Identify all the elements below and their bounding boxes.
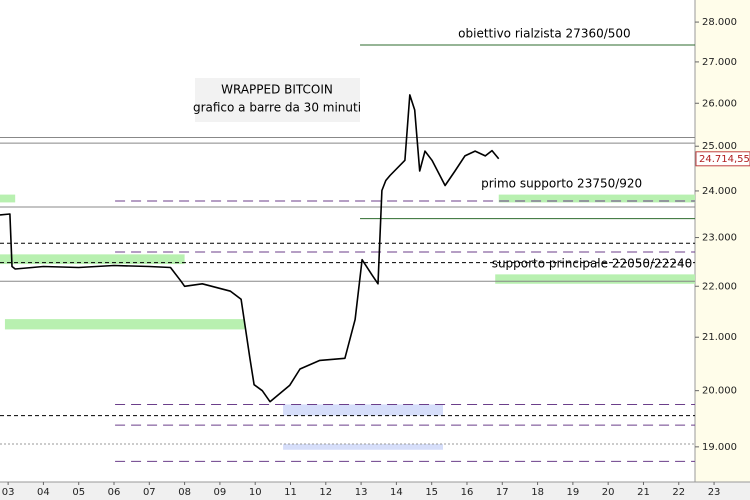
y-axis-panel [695, 0, 750, 500]
x-tick-label: 08 [178, 487, 191, 498]
x-tick-label: 22 [672, 487, 685, 498]
x-tick-label: 05 [72, 487, 85, 498]
chart-title: WRAPPED BITCOIN [221, 83, 333, 97]
y-tick-label: 22.000 [702, 281, 737, 292]
x-tick-label: 06 [108, 487, 121, 498]
x-tick-label: 19 [567, 487, 580, 498]
x-tick-label: 07 [143, 487, 156, 498]
annotation: supporto principale 22050/22240 [492, 257, 693, 271]
levels [0, 44, 695, 462]
x-tick-label: 04 [37, 487, 50, 498]
x-tick-label: 21 [637, 487, 650, 498]
title-box [195, 78, 360, 122]
plot: obiettivo rialzista 27360/500 primo suppo… [0, 26, 693, 403]
price-line [0, 94, 500, 403]
y-tick-label: 26.000 [702, 98, 737, 109]
x-tick-label: 14 [390, 487, 403, 498]
zone [495, 274, 695, 284]
y-tick-label: 27.000 [702, 57, 737, 68]
x-axis-panel [0, 482, 750, 500]
x-tick-label: 15 [425, 487, 438, 498]
annotation: obiettivo rialzista 27360/500 [458, 26, 631, 40]
x-tick-label: 09 [214, 487, 227, 498]
last-price-box [695, 151, 750, 167]
y-tick-label: 23.000 [702, 233, 737, 244]
x-tick-label: 11 [284, 487, 297, 498]
y-tick-label: 19.000 [702, 442, 737, 453]
x-tick-label: 13 [355, 487, 368, 498]
x-tick-label: 16 [461, 487, 474, 498]
zone [283, 443, 443, 450]
x-tick-label: 10 [249, 487, 262, 498]
zone [283, 404, 443, 416]
zone [498, 194, 695, 203]
zone [0, 254, 185, 265]
zone [0, 194, 16, 203]
x-tick-label: 03 [2, 487, 15, 498]
y-tick-label: 25.000 [702, 141, 737, 152]
x-tick-label: 23 [708, 487, 721, 498]
x-tick-label: 20 [602, 487, 615, 498]
x-tick-label: 12 [319, 487, 332, 498]
y-tick-label: 28.000 [702, 17, 737, 28]
x-tick-label: 18 [531, 487, 544, 498]
last-price-label: 24.714,55 [699, 154, 750, 165]
annotation: primo supporto 23750/920 [481, 177, 642, 191]
y-tick-label: 20.000 [702, 386, 737, 397]
x-tick-label: 17 [496, 487, 509, 498]
y-tick-label: 24.000 [702, 186, 737, 197]
zone [4, 319, 245, 330]
axes: 19.000 20.000 21.000 22.000 23.000 24.000 25.0… [2, 17, 750, 498]
zones [0, 194, 695, 450]
y-tick-label: 21.000 [702, 332, 737, 343]
chart-subtitle: grafico a barre da 30 minuti [193, 101, 361, 115]
